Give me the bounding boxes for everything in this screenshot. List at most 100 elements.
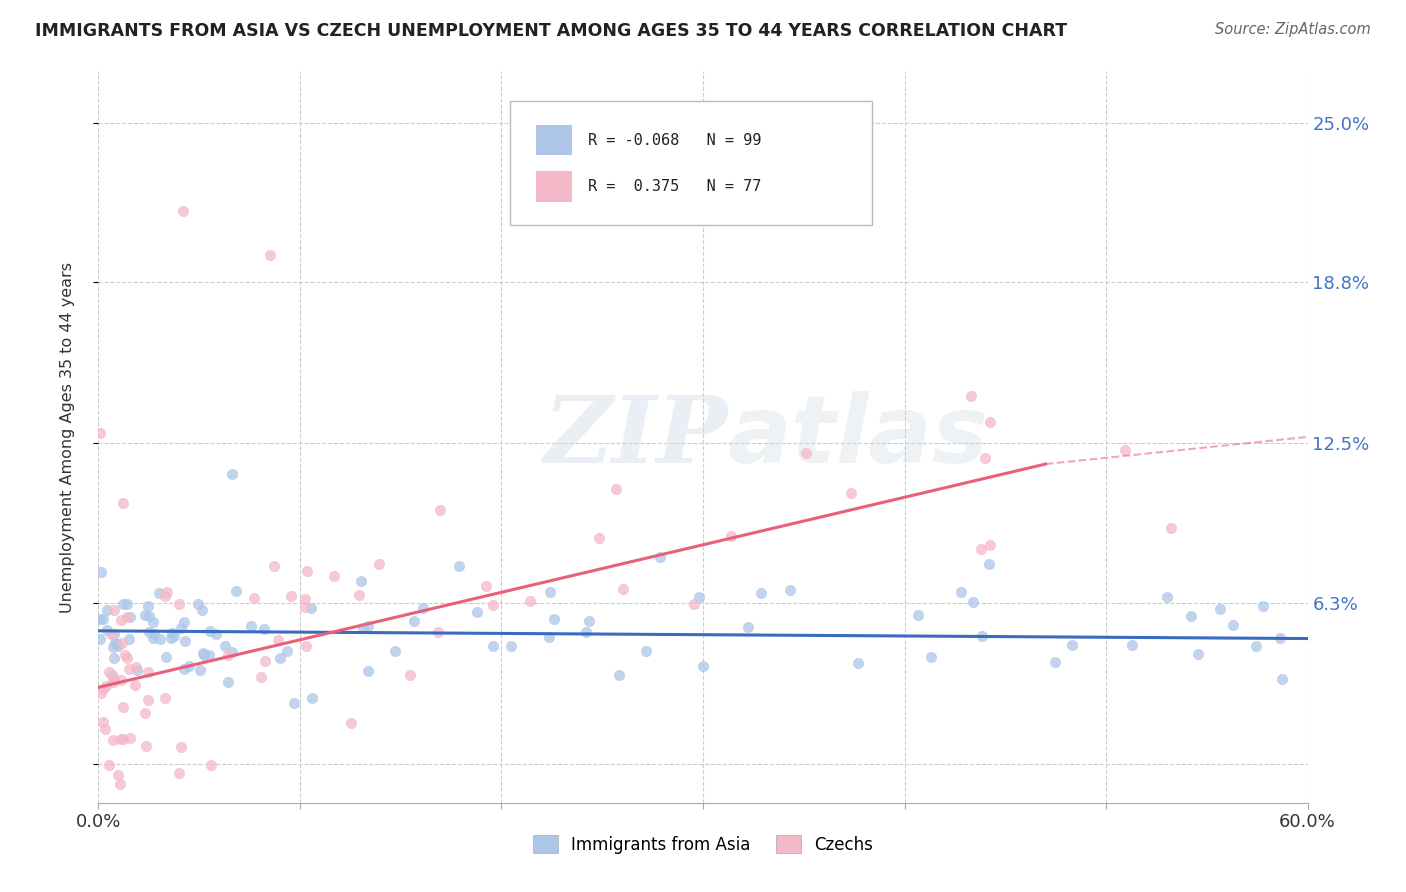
Point	[96, 603, 118, 617]
Point	[1271, 672, 1294, 686]
Point	[115, 597, 138, 611]
Point	[103, 651, 125, 665]
Point	[225, 583, 247, 598]
Point	[115, 651, 138, 665]
Point	[749, 586, 772, 600]
Point	[1156, 590, 1178, 604]
Point	[356, 619, 378, 633]
Point	[172, 203, 194, 218]
Point	[794, 446, 817, 460]
Point	[89, 612, 111, 626]
Point	[839, 485, 862, 500]
Point	[103, 673, 125, 687]
Point	[112, 700, 135, 714]
Point	[89, 632, 111, 646]
Point	[499, 639, 522, 653]
Point	[648, 549, 671, 564]
Point	[173, 662, 195, 676]
Point	[142, 631, 165, 645]
Text: R = -0.068   N = 99: R = -0.068 N = 99	[588, 133, 762, 147]
Point	[111, 636, 134, 650]
Point	[112, 496, 135, 510]
Text: ZIP: ZIP	[543, 392, 727, 482]
Point	[960, 389, 983, 403]
Point	[578, 614, 600, 628]
Point	[950, 585, 973, 599]
Point	[575, 624, 598, 639]
Point	[683, 597, 706, 611]
Point	[97, 665, 120, 679]
Point	[368, 557, 391, 571]
Text: IMMIGRANTS FROM ASIA VS CZECH UNEMPLOYMENT AMONG AGES 35 TO 44 YEARS CORRELATION: IMMIGRANTS FROM ASIA VS CZECH UNEMPLOYME…	[35, 22, 1067, 40]
Point	[979, 415, 1001, 429]
Point	[138, 625, 160, 640]
Point	[612, 582, 634, 597]
Point	[481, 598, 503, 612]
Point	[519, 594, 541, 608]
Point	[1187, 648, 1209, 662]
Point	[301, 690, 323, 705]
Point	[920, 649, 942, 664]
Point	[276, 644, 298, 658]
Point	[259, 248, 281, 262]
Point	[108, 777, 131, 791]
Point	[167, 765, 190, 780]
Text: Source: ZipAtlas.com: Source: ZipAtlas.com	[1215, 22, 1371, 37]
Point	[636, 644, 658, 658]
Point	[538, 630, 561, 644]
Point	[163, 629, 186, 643]
Point	[465, 605, 488, 619]
Point	[198, 648, 221, 662]
Point	[1160, 521, 1182, 535]
Point	[979, 538, 1001, 552]
Point	[94, 722, 117, 736]
Point	[111, 597, 134, 611]
FancyBboxPatch shape	[536, 171, 572, 202]
Point	[243, 591, 266, 605]
Point	[179, 659, 201, 673]
Point	[283, 696, 305, 710]
Point	[1180, 609, 1202, 624]
Point	[188, 663, 211, 677]
Point	[110, 673, 132, 687]
Point	[269, 650, 291, 665]
Point	[138, 692, 160, 706]
Point	[136, 665, 159, 679]
Point	[1114, 442, 1136, 457]
Point	[609, 668, 631, 682]
Point	[294, 591, 316, 606]
Point	[193, 648, 215, 662]
Point	[357, 664, 380, 678]
Point	[447, 559, 470, 574]
Point	[295, 639, 318, 653]
Point	[143, 626, 166, 640]
Point	[110, 732, 132, 747]
Y-axis label: Unemployment Among Ages 35 to 44 years: Unemployment Among Ages 35 to 44 years	[60, 261, 75, 613]
Point	[105, 637, 128, 651]
Point	[101, 733, 124, 747]
Point	[107, 768, 129, 782]
Point	[200, 758, 222, 772]
Point	[720, 529, 742, 543]
Point	[217, 675, 239, 690]
Point	[90, 565, 112, 579]
Point	[1121, 638, 1143, 652]
Point	[98, 757, 121, 772]
Point	[125, 660, 148, 674]
Point	[193, 646, 215, 660]
Point	[977, 557, 1000, 571]
Point	[1043, 655, 1066, 669]
Point	[148, 632, 170, 646]
Point	[156, 584, 179, 599]
Point	[688, 591, 710, 605]
Point	[101, 674, 124, 689]
Point	[352, 621, 374, 635]
Point	[426, 625, 449, 640]
Point	[160, 631, 183, 645]
Point	[779, 583, 801, 598]
Point	[1268, 632, 1291, 646]
Point	[294, 600, 316, 615]
Point	[1244, 640, 1267, 654]
Point	[110, 613, 132, 627]
Point	[91, 612, 114, 626]
